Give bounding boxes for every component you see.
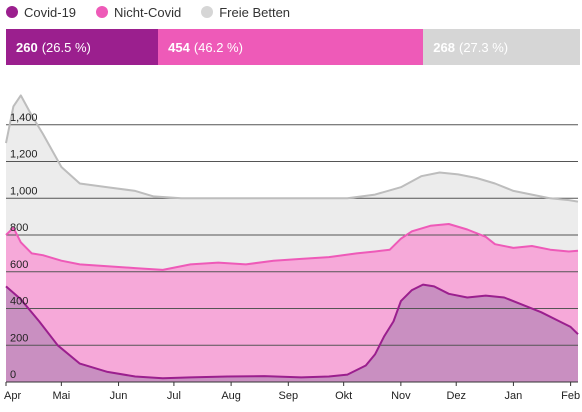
summary-non-covid-count: 454	[168, 39, 190, 55]
legend-item-covid: Covid-19	[6, 5, 76, 20]
summary-free-pct: (27.3 %)	[459, 39, 509, 55]
summary-segment-non-covid: 454 (46.2 %)	[158, 29, 424, 65]
legend-item-free-beds: Freie Betten	[201, 5, 290, 20]
summary-segment-free-beds: 268 (27.3 %)	[423, 29, 580, 65]
legend-swatch-free-beds	[201, 6, 214, 18]
y-tick-label-0: 0	[10, 369, 16, 381]
y-tick-label-200: 200	[10, 332, 28, 344]
x-tick-label-jan: Jan	[505, 390, 523, 402]
line-free-beds	[5, 94, 579, 203]
area-chart: 0 200 400 600 800 1,000 1,200 1,400 Apr Mai Jun Ju…	[4, 94, 580, 402]
legend-swatch-non-covid	[96, 6, 109, 18]
legend-swatch-covid	[6, 6, 18, 18]
summary-free-count: 268	[433, 39, 455, 55]
summary-non-covid-pct: (46.2 %)	[193, 39, 243, 55]
line-covid	[5, 283, 579, 380]
chart-gridlines	[6, 124, 578, 346]
legend-label-free-beds: Freie Betten	[219, 4, 291, 20]
chart-series-lines	[5, 94, 579, 380]
y-tick-label-400: 400	[10, 296, 28, 308]
y-axis-labels: 0 200 400 600 800 1,000 1,200 1,400	[10, 112, 38, 381]
legend-label-covid: Covid-19	[24, 4, 77, 20]
x-tick-label-mai: Mai	[52, 390, 70, 402]
y-tick-label-1000: 1,000	[10, 185, 38, 197]
line-non-covid	[5, 223, 579, 271]
x-tick-label-feb: Feb	[561, 390, 580, 402]
y-tick-label-800: 800	[10, 222, 28, 234]
x-tick-label-apr: Apr	[4, 390, 21, 402]
chart-areas	[6, 95, 578, 383]
x-tick-label-aug: Aug	[221, 390, 241, 402]
legend-item-non-covid: Nicht-Covid	[96, 5, 181, 20]
summary-segment-covid: 260 (26.5 %)	[6, 29, 159, 65]
x-tick-label-jul: Jul	[167, 390, 181, 402]
summary-covid-count: 260	[16, 39, 38, 55]
y-tick-label-1400: 1,400	[10, 112, 38, 124]
y-tick-label-600: 600	[10, 259, 28, 271]
summary-covid-pct: (26.5 %)	[41, 39, 91, 55]
summary-bar: 260 (26.5 %) 454 (46.2 %) 268 (27.3 %)	[6, 29, 580, 65]
legend: Covid-19 Nicht-Covid Freie Betten	[6, 2, 310, 22]
x-tick-label-nov: Nov	[391, 390, 411, 402]
legend-label-non-covid: Nicht-Covid	[114, 4, 182, 20]
x-tick-label-jun: Jun	[110, 390, 128, 402]
x-tick-label-okt: Okt	[335, 390, 352, 402]
x-tick-label-sep: Sep	[279, 390, 299, 402]
y-tick-label-1200: 1,200	[10, 149, 38, 161]
x-tick-label-dez: Dez	[446, 390, 466, 402]
x-axis: Apr Mai Jun Jul Aug Sep Okt Nov Dez Jan Feb	[4, 381, 580, 402]
